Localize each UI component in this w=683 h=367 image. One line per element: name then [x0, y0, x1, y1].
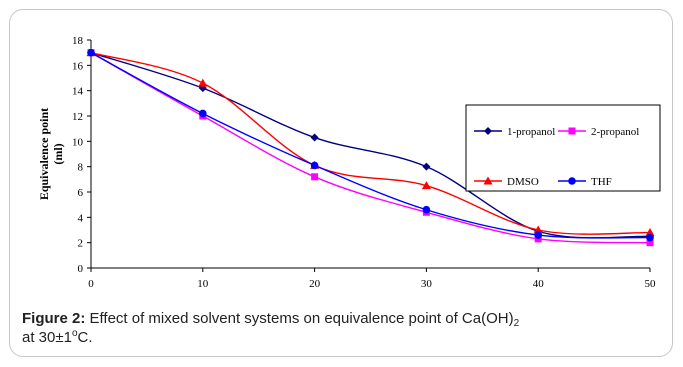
data-point — [422, 162, 431, 171]
legend-item: 2-propanol — [558, 126, 639, 138]
legend-label: THF — [591, 176, 612, 188]
y-tick-label: 6 — [78, 187, 84, 199]
legend-item: 1-propanol — [474, 126, 555, 138]
x-tick-label: 50 — [645, 278, 657, 290]
caption-text: Effect of mixed solvent systems on equiv… — [85, 310, 514, 327]
chart-legend: 1-propanol 2-propanol DMSO THF — [465, 104, 661, 192]
legend-marker — [568, 177, 576, 185]
y-tick-label: 16 — [72, 60, 84, 72]
y-tick-label: 0 — [78, 263, 84, 275]
data-point — [87, 48, 95, 57]
data-point — [646, 239, 654, 247]
data-point — [421, 181, 431, 190]
chart-series — [86, 48, 655, 247]
data-point — [422, 205, 431, 214]
legend-item: DMSO — [474, 176, 539, 188]
caption-text-line2: at 30±1 — [22, 329, 72, 346]
data-point — [199, 109, 207, 118]
data-point — [310, 161, 319, 170]
data-point — [311, 173, 319, 181]
y-tick-label: 12 — [72, 111, 83, 123]
legend-label: DMSO — [507, 176, 539, 188]
series-line — [90, 52, 651, 239]
y-tick-label: 8 — [78, 162, 84, 174]
y-tick-label: 10 — [72, 136, 84, 148]
data-point — [198, 78, 208, 87]
data-point — [645, 228, 655, 237]
y-axis-label-line2: (ml) — [51, 143, 65, 164]
series-line — [90, 51, 651, 235]
chart-ticks: 0 2 4 6 8 10 12 14 16 18 0 10 20 30 40 50 — [72, 35, 656, 290]
caption-subscript: 2 — [513, 318, 520, 329]
y-axis-label: Equivalence point (ml) — [37, 108, 65, 200]
chart-axes — [90, 40, 650, 269]
data-point — [310, 133, 319, 142]
legend-item: THF — [558, 176, 612, 188]
data-point — [534, 231, 542, 239]
x-tick-label: 0 — [88, 278, 94, 290]
x-tick-label: 20 — [309, 278, 321, 290]
data-point — [646, 233, 654, 242]
y-tick-label: 4 — [78, 212, 84, 224]
x-tick-label: 40 — [533, 278, 545, 290]
series-line — [90, 52, 651, 244]
y-axis-label-group: Equivalence point (ml) — [37, 108, 65, 200]
legend-marker — [483, 176, 493, 185]
y-tick-label: 2 — [78, 238, 84, 250]
legend-marker — [568, 127, 576, 135]
legend-label: 1-propanol — [507, 126, 555, 138]
legend-label: 2-propanol — [591, 126, 639, 138]
legend-box — [465, 104, 661, 192]
legend-marker — [484, 127, 492, 135]
data-point — [534, 235, 542, 243]
y-tick-label: 14 — [72, 86, 84, 98]
data-point — [533, 225, 543, 234]
x-tick-label: 30 — [421, 278, 433, 290]
y-tick-label: 18 — [72, 35, 84, 47]
caption-label: Figure 2: — [22, 310, 86, 327]
figure-caption: Figure 2: Effect of mixed solvent system… — [22, 309, 662, 347]
x-tick-label: 10 — [197, 278, 209, 290]
caption-superscript: o — [71, 328, 78, 339]
caption-text-line2-end: C. — [77, 329, 93, 346]
y-axis-label-line1: Equivalence point — [37, 108, 51, 200]
series-line — [90, 51, 651, 239]
series-thf — [87, 48, 654, 242]
